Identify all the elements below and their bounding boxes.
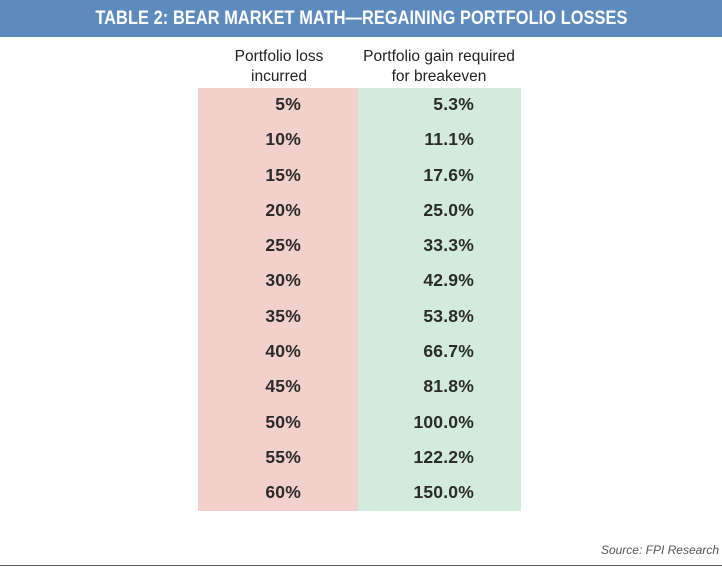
table-title: TABLE 2: BEAR MARKET MATH—REGAINING PORT… [94, 7, 628, 29]
cell-loss: 50% [265, 411, 301, 432]
cell-loss: 60% [265, 482, 301, 503]
table-row: 15% 17.6% [198, 159, 521, 194]
table-row: 20% 25.0% [198, 194, 521, 229]
table-row: 60% 150.0% [198, 476, 521, 511]
column-header-loss: Portfolio loss incurred [200, 47, 358, 87]
cell-loss: 40% [265, 341, 301, 362]
table-row: 45% 81.8% [198, 370, 521, 405]
column-header-loss-line2: incurred [251, 68, 307, 85]
cell-gain: 17.6% [423, 164, 474, 185]
cell-loss: 10% [265, 129, 301, 150]
table-row: 35% 53.8% [198, 300, 521, 335]
table-rows: 5% 5.3% 10% 11.1% 15% 17.6% 20% 25.0% 25% 33.3% 30… [198, 88, 521, 512]
table-row: 30% 42.9% [198, 264, 521, 299]
data-table: 5% 5.3% 10% 11.1% 15% 17.6% 20% 25.0% 25% 33.3% 30… [198, 88, 521, 511]
cell-loss: 30% [265, 270, 301, 291]
cell-gain: 33.3% [423, 235, 474, 256]
title-bar: TABLE 2: BEAR MARKET MATH—REGAINING PORT… [0, 0, 722, 37]
column-header-gain-line1: Portfolio gain required [363, 48, 515, 65]
cell-gain: 53.8% [423, 305, 474, 326]
cell-gain: 100.0% [413, 411, 474, 432]
cell-gain: 66.7% [423, 341, 474, 362]
cell-gain: 5.3% [433, 94, 474, 114]
column-header-loss-line1: Portfolio loss [234, 48, 324, 65]
cell-gain: 150.0% [413, 482, 474, 503]
table-row: 10% 11.1% [198, 123, 521, 158]
cell-loss: 55% [265, 446, 301, 467]
cell-loss: 45% [265, 376, 301, 397]
cell-gain: 11.1% [424, 129, 474, 150]
gain-column-background [358, 88, 521, 511]
cell-gain: 25.0% [423, 199, 474, 220]
table-row: 25% 33.3% [198, 229, 521, 264]
column-header-gain-line2: for breakeven [391, 68, 487, 85]
cell-gain: 122.2% [413, 446, 474, 467]
table-row: 5% 5.3% [198, 88, 521, 123]
cell-gain: 42.9% [423, 270, 474, 291]
cell-loss: 35% [265, 305, 301, 326]
loss-column-background [198, 88, 358, 511]
cell-loss: 5% [275, 94, 301, 114]
cell-loss: 20% [265, 199, 301, 220]
table-row: 40% 66.7% [198, 335, 521, 370]
bottom-divider [0, 565, 722, 566]
table-row: 55% 122.2% [198, 441, 521, 476]
table-row: 50% 100.0% [198, 406, 521, 441]
cell-loss: 25% [265, 235, 301, 256]
cell-gain: 81.8% [423, 376, 474, 397]
column-header-gain: Portfolio gain required for breakeven [343, 47, 535, 87]
cell-loss: 15% [265, 164, 301, 185]
source-note: Source: FPI Research [600, 543, 719, 557]
